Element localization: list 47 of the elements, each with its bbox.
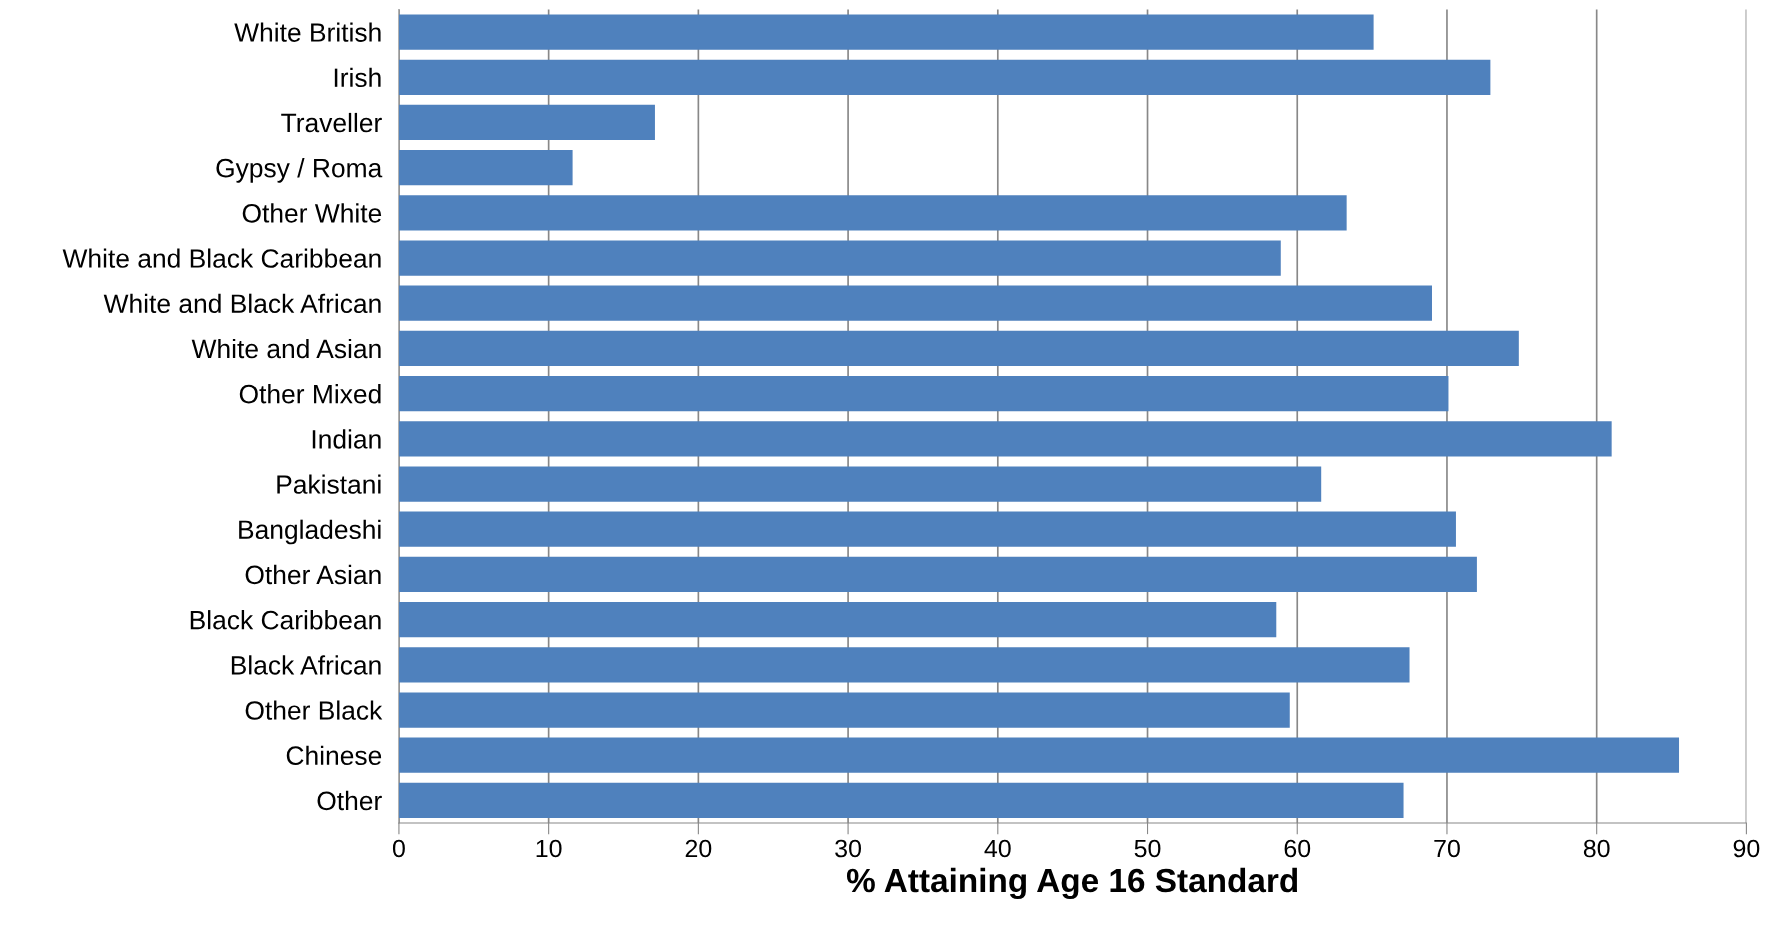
y-tick-label: White and Asian	[191, 338, 381, 359]
bar	[398, 466, 1322, 502]
bar	[398, 511, 1456, 547]
x-tick-label: 40	[984, 839, 1011, 858]
y-tick-label: Black Caribbean	[190, 610, 381, 630]
bar	[398, 104, 655, 141]
x-axis-title: % Attaining Age 16 Standard	[846, 867, 1298, 900]
bar	[398, 285, 1432, 321]
bar	[398, 330, 1519, 367]
bar	[398, 14, 1374, 50]
x-tick-label: 80	[1583, 839, 1610, 858]
bar	[398, 376, 1449, 412]
y-tick-label: Pakistani	[277, 474, 381, 494]
bar	[398, 782, 1404, 819]
x-tick-label: 90	[1733, 839, 1760, 858]
x-tick-label: 10	[536, 839, 562, 858]
bar	[398, 556, 1477, 593]
x-tick-label: 0	[392, 839, 405, 858]
x-tick-label: 50	[1134, 839, 1161, 858]
bar	[398, 737, 1680, 773]
bar	[398, 647, 1410, 683]
bar	[398, 59, 1491, 95]
bar	[398, 602, 1277, 638]
y-tick-label: White British	[234, 22, 381, 42]
bar	[398, 692, 1290, 728]
x-tick-label: 60	[1284, 839, 1311, 858]
x-tick-label: 70	[1434, 839, 1460, 858]
y-tick-label: Other Asian	[245, 564, 381, 585]
bar	[398, 421, 1612, 457]
x-tick-label: 30	[835, 839, 862, 858]
y-tick-label: Other Mixed	[239, 384, 381, 404]
y-tick-label: Other	[317, 790, 382, 811]
bar	[398, 150, 573, 186]
y-tick-label: Other White	[242, 203, 382, 223]
y-tick-label: White and Black African	[103, 293, 381, 314]
y-tick-label: Chinese	[286, 745, 382, 766]
y-tick-label: Indian	[312, 429, 381, 449]
y-tick-label: Irish	[334, 67, 381, 88]
bar	[398, 240, 1281, 276]
y-tick-label: Gypsy / Roma	[216, 158, 383, 183]
y-tick-label: White and Black Caribbean	[62, 248, 381, 268]
x-tick-label: 20	[685, 839, 712, 858]
y-tick-label: Traveller	[281, 112, 382, 133]
y-tick-label: Other Black	[245, 700, 383, 720]
bar	[398, 195, 1347, 231]
y-tick-label: Bangladeshi	[239, 519, 381, 545]
y-tick-label: Black African	[231, 655, 381, 675]
